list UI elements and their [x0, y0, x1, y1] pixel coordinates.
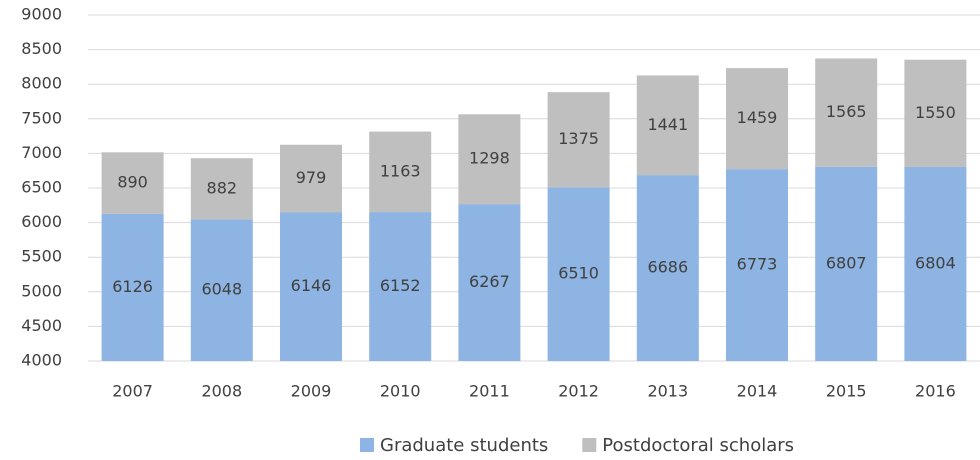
- data-label: 6807: [826, 253, 867, 272]
- bar-segment: [547, 92, 610, 188]
- y-tick-label: 5000: [21, 281, 62, 300]
- bar-segment: [101, 152, 164, 214]
- legend-label: Postdoctoral scholars: [602, 435, 794, 456]
- bar-segment: [369, 131, 432, 213]
- bar-segment: [636, 175, 699, 361]
- data-label: 1163: [380, 161, 421, 180]
- bar-segment: [369, 212, 432, 361]
- data-label: 6126: [112, 277, 153, 296]
- x-tick-label: 2012: [558, 382, 599, 401]
- bar-segment: [101, 213, 164, 361]
- x-tick-label: 2015: [826, 382, 867, 401]
- data-label: 1550: [915, 103, 956, 122]
- legend-label: Graduate students: [380, 435, 548, 456]
- data-label: 6686: [647, 258, 688, 277]
- data-label: 1298: [469, 149, 510, 168]
- y-tick-label: 6000: [21, 212, 62, 231]
- x-tick-label: 2016: [915, 382, 956, 401]
- bar-segment: [636, 75, 699, 176]
- data-label: 1459: [737, 108, 778, 127]
- y-tick-label: 7500: [21, 108, 62, 127]
- x-tick-label: 2010: [380, 382, 421, 401]
- y-tick-label: 4500: [21, 316, 62, 335]
- x-tick-label: 2011: [469, 382, 510, 401]
- bar-segment: [815, 166, 878, 361]
- data-label: 1375: [558, 129, 599, 148]
- x-tick-label: 2007: [112, 382, 153, 401]
- y-tick-label: 6500: [21, 178, 62, 197]
- bar-segment: [726, 169, 788, 361]
- bar-segment: [280, 212, 342, 361]
- legend-swatch: [582, 438, 597, 452]
- data-label: 6146: [291, 276, 332, 295]
- data-label: 6804: [915, 253, 956, 272]
- y-tick-label: 4000: [21, 351, 62, 370]
- y-tick-label: 8000: [21, 74, 62, 93]
- bar-segment: [458, 114, 521, 205]
- y-tick-label: 5500: [21, 247, 62, 266]
- y-tick-label: 9000: [21, 5, 62, 24]
- data-label: 6048: [201, 280, 242, 299]
- y-tick-label: 7000: [21, 143, 62, 162]
- x-tick-label: 2013: [647, 382, 688, 401]
- legend-swatch: [360, 438, 374, 452]
- bar-segment: [190, 219, 253, 361]
- data-label: 882: [207, 178, 238, 197]
- bar-segment: [815, 58, 878, 167]
- bar-segment: [458, 204, 521, 361]
- x-tick-label: 2014: [737, 382, 778, 401]
- x-tick-label: 2009: [291, 382, 332, 401]
- bar-segment: [726, 68, 788, 170]
- data-label: 6267: [469, 272, 510, 291]
- bar-segment: [904, 59, 967, 167]
- x-tick-label: 2008: [201, 382, 242, 401]
- data-label: 890: [117, 173, 148, 192]
- y-tick-label: 8500: [21, 39, 62, 58]
- bar-segment: [904, 166, 967, 361]
- data-label: 1441: [647, 115, 688, 134]
- data-label: 979: [296, 168, 327, 187]
- data-label: 6773: [737, 255, 778, 274]
- data-label: 6152: [380, 276, 421, 295]
- data-label: 6510: [558, 264, 599, 283]
- data-label: 1565: [826, 102, 867, 121]
- bar-segment: [280, 144, 342, 213]
- bar-segment: [547, 187, 610, 361]
- bar-segment: [190, 158, 253, 220]
